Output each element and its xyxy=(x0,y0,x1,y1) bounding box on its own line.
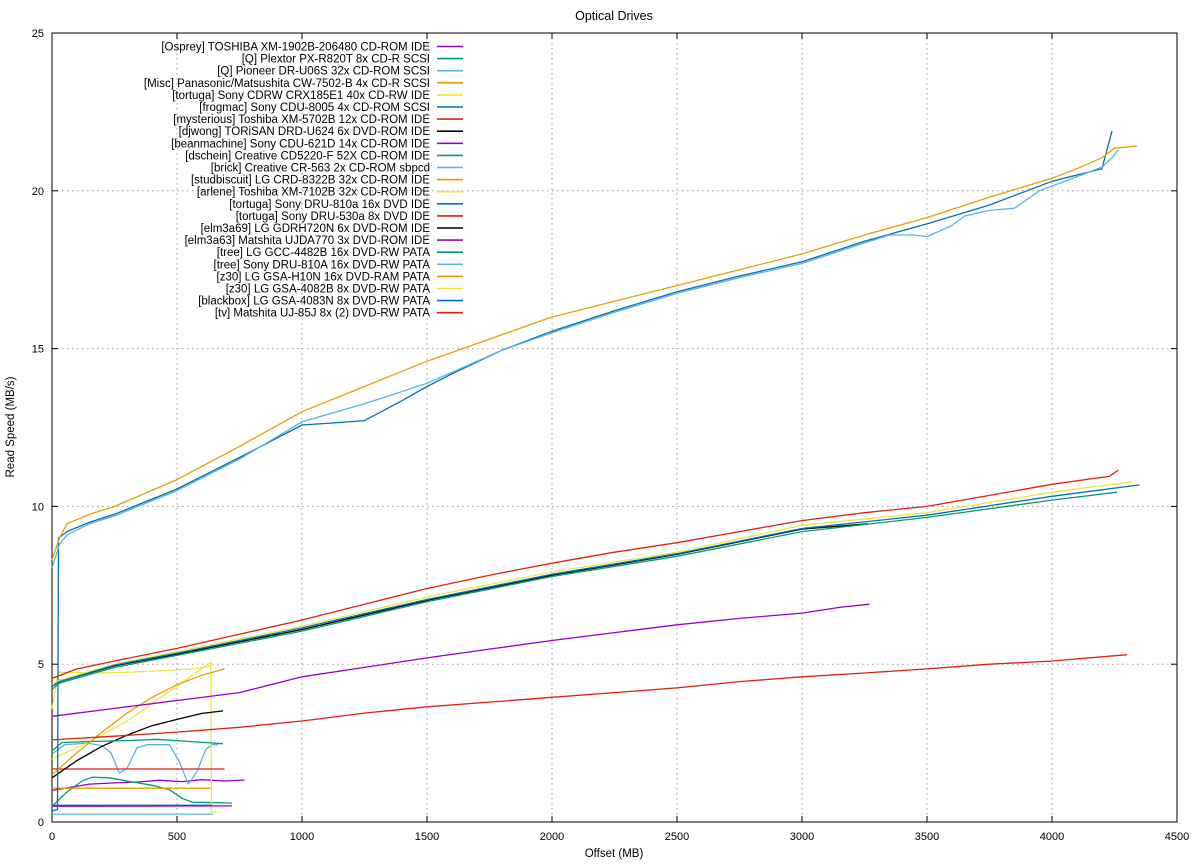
x-tick-label: 2500 xyxy=(665,831,689,843)
series-line-2 xyxy=(51,776,233,807)
y-axis-label: Read Speed (MB/s) xyxy=(5,376,17,477)
x-tick-label: 2000 xyxy=(540,831,564,843)
chart-title: Optical Drives xyxy=(575,9,653,23)
series-line-19 xyxy=(51,149,1119,569)
legend-label: [arlene] Toshiba XM-7102B 32x CD-ROM IDE xyxy=(197,187,430,199)
series-line-23 xyxy=(51,654,1128,741)
series-line-8 xyxy=(51,710,224,779)
legend-label: [elm3a63] Matshita UJDA770 3x DVD-ROM ID… xyxy=(185,235,431,247)
x-tick-label: 3500 xyxy=(915,831,939,843)
gridlines xyxy=(52,33,1177,822)
legend-label: [z30] LG GSA-H10N 16x DVD-RAM PATA xyxy=(217,271,431,283)
legend-label: [tortuga] Sony DRU-530a 8x DVD IDE xyxy=(236,211,431,223)
y-tick-label: 20 xyxy=(32,186,44,198)
y-tick-label: 25 xyxy=(32,28,44,40)
axis-ticks xyxy=(51,32,1178,823)
series-line-18 xyxy=(51,491,1118,690)
series-line-15 xyxy=(51,469,1119,680)
y-tick-label: 5 xyxy=(38,659,44,671)
legend-label: [Q] Plextor PX-R820T 8x CD-R SCSI xyxy=(242,54,430,66)
legend-label: [tree] LG GCC-4482B 16x DVD-RW PATA xyxy=(217,247,431,259)
x-tick-label: 4000 xyxy=(1040,831,1064,843)
legend-label: [mysterious] Toshiba XM-5702B 12x CD-ROM… xyxy=(173,114,430,126)
y-tick-label: 15 xyxy=(32,344,44,356)
x-tick-label: 3000 xyxy=(790,831,814,843)
series-line-3 xyxy=(51,742,219,785)
legend-label: [Q] Pioneer DR-U06S 32x CD-ROM SCSI xyxy=(217,66,430,78)
series-line-17 xyxy=(51,603,870,717)
legend-label: [elm3a69] LG GDRH720N 6x DVD-ROM IDE xyxy=(201,223,431,235)
series-line-21 xyxy=(51,481,1133,686)
legend-label: [Osprey] TOSHIBA XM-1902B-206480 CD-ROM … xyxy=(161,42,430,54)
legend: [Osprey] TOSHIBA XM-1902B-206480 CD-ROM … xyxy=(144,42,463,320)
series-line-5 xyxy=(51,661,218,814)
legend-label: [frogmac] Sony CDU-8005 4x CD-ROM SCSI xyxy=(199,102,430,114)
legend-label: [beanmachine] Sony CDU-621D 14x CD-ROM I… xyxy=(171,138,430,150)
x-tick-label: 500 xyxy=(168,831,186,843)
legend-label: [tortuga] Sony CDRW CRX185E1 40x CD-RW I… xyxy=(172,90,430,102)
plot-border xyxy=(51,32,1178,823)
legend-label: [brick] Creative CR-563 2x CD-ROM sbpcd xyxy=(211,163,430,175)
series-line-12 xyxy=(51,668,225,776)
legend-label: [tree] Sony DRU-810A 16x DVD-RW PATA xyxy=(214,259,431,271)
legend-label: [dschein] Creative CD5220-F 52X CD-ROM I… xyxy=(185,150,430,162)
series-line-22 xyxy=(51,484,1140,687)
x-tick-label: 4500 xyxy=(1165,831,1189,843)
axis-tick-labels: 0 500 1000 1500 2000 2500 3000 3500 4000 4500 0 5 10… xyxy=(32,28,1189,843)
x-tick-label: 1500 xyxy=(415,831,439,843)
plot-border-rect xyxy=(51,32,1178,823)
series-line-20 xyxy=(51,145,1138,561)
legend-label: [tortuga] Sony DRU-810a 16x DVD IDE xyxy=(229,199,430,211)
legend-label: [studbiscuit] LG CRD-8322B 32x CD-ROM ID… xyxy=(191,175,430,187)
legend-label: [tv] Matshita UJ-85J 8x (2) DVD-RW PATA xyxy=(215,308,430,320)
legend-label: [z30] LG GSA-4082B 8x DVD-RW PATA xyxy=(226,284,431,296)
legend-label: [djwong] TORiSAN DRD-U624 6x DVD-ROM IDE xyxy=(179,126,431,138)
legend-label: [blackbox] LG GSA-4083N 8x DVD-RW PATA xyxy=(198,296,430,308)
series-line-14 xyxy=(51,130,1113,812)
series-line-13 xyxy=(51,665,211,709)
x-tick-label: 1000 xyxy=(290,831,314,843)
y-tick-label: 0 xyxy=(38,817,44,829)
legend-label: [Misc] Panasonic/Matsushita CW-7502-B 4x… xyxy=(144,78,430,90)
series-line-16 xyxy=(51,523,869,687)
y-tick-label: 10 xyxy=(32,501,44,513)
series-line-10 xyxy=(51,738,224,752)
series-lines xyxy=(51,130,1140,815)
x-tick-label: 0 xyxy=(49,831,55,843)
x-axis-label: Offset (MB) xyxy=(585,848,644,860)
series-line-1 xyxy=(51,779,245,792)
